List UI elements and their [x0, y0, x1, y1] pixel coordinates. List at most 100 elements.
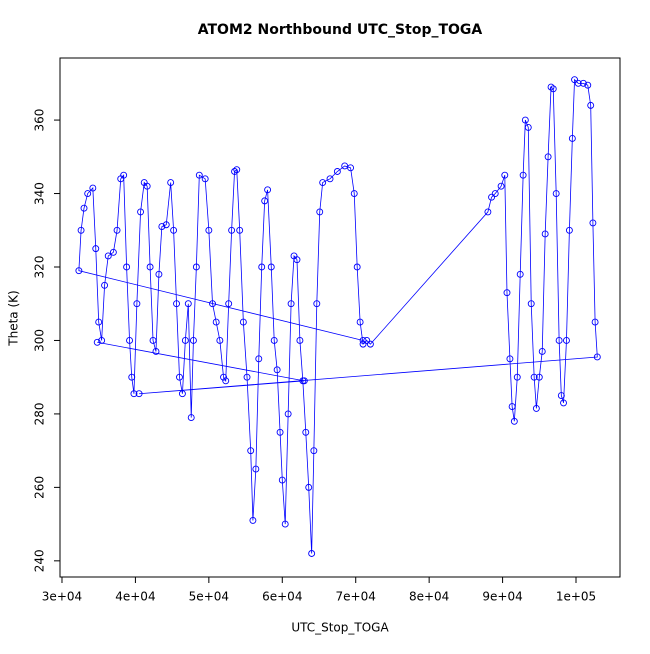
y-tick-label: 280	[33, 402, 47, 425]
data-point	[491, 190, 499, 197]
y-tick-label: 260	[33, 476, 47, 499]
y-tick-label: 300	[33, 329, 47, 352]
data-point	[98, 337, 106, 344]
data-point	[589, 219, 597, 227]
data-point	[356, 318, 364, 326]
data-point	[568, 134, 576, 142]
data-point	[519, 171, 527, 179]
x-tick-label: 6e+04	[262, 590, 302, 604]
data-point	[300, 377, 308, 385]
data-point	[506, 355, 514, 363]
data-point	[541, 230, 549, 238]
data-point	[516, 270, 524, 278]
data-point	[488, 193, 496, 201]
data-point	[189, 337, 197, 344]
data-point	[270, 337, 278, 344]
data-point	[305, 483, 313, 491]
data-point	[113, 226, 121, 234]
data-point	[209, 300, 216, 308]
data-point	[184, 300, 192, 308]
data-point	[247, 447, 255, 455]
data-point	[233, 166, 241, 174]
data-point	[584, 81, 592, 89]
data-point	[130, 390, 138, 398]
data-point	[95, 318, 103, 326]
data-point	[101, 281, 109, 289]
data-point	[128, 373, 136, 381]
data-point	[571, 76, 578, 84]
data-point	[126, 337, 133, 344]
data-point	[560, 399, 567, 407]
data-point	[123, 263, 131, 271]
y-tick-label: 240	[33, 549, 47, 572]
data-point	[278, 476, 286, 484]
data-point	[220, 373, 227, 381]
data-point	[326, 175, 334, 183]
data-point	[120, 171, 128, 179]
data-point	[535, 373, 543, 381]
x-tick-label: 9e+04	[482, 590, 522, 604]
data-point	[555, 337, 563, 344]
data-point	[276, 428, 284, 436]
data-point	[591, 318, 599, 326]
data-point	[593, 353, 601, 361]
data-point	[158, 223, 166, 231]
data-point	[258, 263, 266, 271]
data-point	[557, 392, 565, 400]
x-tick-label: 7e+04	[336, 590, 376, 604]
data-point	[195, 171, 203, 179]
data-point	[249, 516, 257, 524]
data-point	[236, 226, 244, 234]
data-point	[532, 404, 540, 412]
data-point	[319, 179, 327, 186]
data-point	[222, 377, 230, 385]
data-point	[293, 256, 301, 264]
data-point	[89, 184, 97, 192]
data-point	[137, 208, 145, 216]
data-point	[201, 175, 209, 183]
data-point	[133, 300, 141, 308]
data-point	[538, 348, 546, 355]
data-point	[530, 373, 538, 381]
data-point	[92, 245, 100, 253]
data-point	[77, 226, 85, 234]
data-point	[252, 465, 260, 473]
data-point	[353, 263, 361, 271]
data-point	[261, 197, 269, 205]
data-point	[192, 263, 200, 271]
chart-title: ATOM2 Northbound UTC_Stop_TOGA	[198, 22, 483, 38]
data-point	[313, 300, 321, 308]
data-point	[310, 447, 318, 455]
data-point	[316, 208, 324, 216]
data-point	[212, 318, 220, 326]
data-point	[359, 340, 367, 348]
data-point	[243, 373, 251, 381]
data-point	[205, 226, 213, 234]
data-point	[284, 410, 292, 418]
data-point	[501, 171, 509, 179]
data-point	[178, 390, 186, 398]
data-point	[366, 340, 374, 348]
data-point	[503, 289, 511, 297]
data-point	[296, 337, 304, 344]
data-point	[579, 79, 587, 87]
data-point	[552, 190, 560, 197]
data-point	[176, 373, 183, 381]
data-point	[281, 520, 289, 528]
data-point	[563, 337, 570, 344]
data-point	[267, 263, 275, 271]
data-point	[104, 252, 112, 260]
data-point	[167, 179, 175, 186]
x-tick-label: 4e+04	[115, 590, 155, 604]
data-point	[216, 337, 224, 344]
data-point	[273, 366, 281, 374]
data-point	[587, 101, 595, 109]
data-point	[574, 79, 582, 87]
data-point	[527, 300, 535, 308]
data-point	[231, 168, 239, 175]
data-point	[228, 226, 236, 234]
data-point	[544, 153, 552, 161]
data-point	[497, 182, 505, 190]
data-point	[173, 300, 180, 308]
data-point	[347, 164, 355, 172]
